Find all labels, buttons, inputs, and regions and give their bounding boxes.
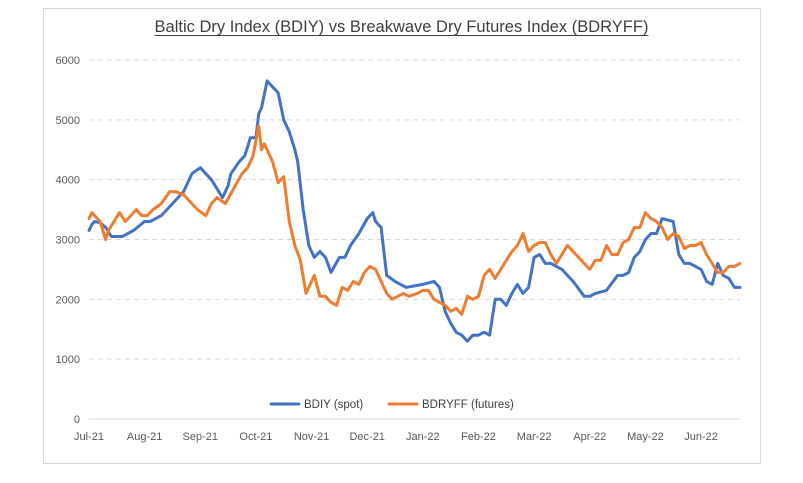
x-tick-label: Jan-22 [406,431,440,443]
series-lines [87,79,742,343]
chart-title: Baltic Dry Index (BDIY) vs Breakwave Dry… [154,18,649,36]
x-tick-label: Dec-21 [349,431,384,443]
x-tick-label: Feb-22 [461,431,496,443]
x-tick-label: Nov-21 [294,431,329,443]
bdiy-series-line [87,79,742,343]
y-tick-label: 3000 [56,235,80,247]
x-tick-label: May-22 [627,431,664,443]
y-tick-label: 4000 [56,175,80,187]
y-tick-label: 2000 [56,294,80,306]
x-tick-label: Apr-22 [573,431,606,443]
y-tick-label: 6000 [56,55,80,67]
x-tick-label: Oct-21 [239,431,272,443]
x-tick-label: Jun-22 [684,431,718,443]
legend-label: BDIY (spot) [304,399,363,411]
x-tick-label: Aug-21 [127,431,162,443]
y-axis-ticks: 0 1000 2000 3000 4000 5000 6000 [56,55,80,426]
bdryff-series-line [87,124,742,316]
x-tick-label: Mar-22 [517,431,552,443]
x-tick-label: Sep-21 [183,431,218,443]
chart-frame [43,8,761,464]
gridlines [89,59,740,360]
x-axis-ticks: Jul-21 Aug-21 Sep-21 Oct-21 Nov-21 Dec-21 Jan-… [74,431,718,443]
y-tick-label: 1000 [56,354,80,366]
x-tick-label: Jul-21 [74,431,104,443]
y-tick-label: 5000 [56,115,80,127]
legend: BDIY (spot) BDRYFF (futures) [269,399,514,411]
legend-label: BDRYFF (futures) [422,399,514,411]
y-tick-label: 0 [74,414,80,426]
